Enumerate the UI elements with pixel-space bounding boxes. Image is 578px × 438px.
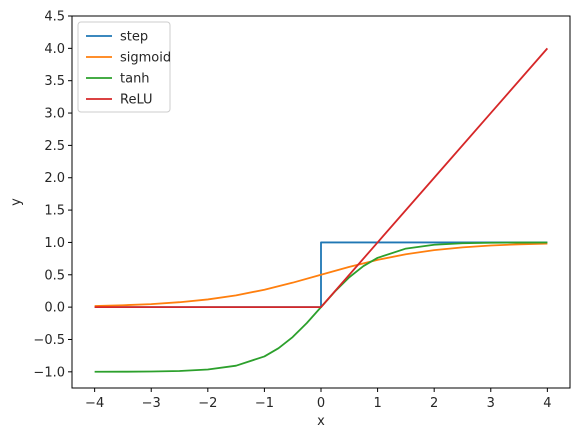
y-tick-label: 1.0 — [44, 236, 65, 251]
x-tick-label: −1 — [255, 396, 274, 411]
y-tick-label: 2.0 — [44, 171, 65, 186]
legend-label-step: step — [120, 30, 148, 45]
series-line-sigmoid — [94, 242, 548, 307]
x-tick-label: 2 — [430, 396, 438, 411]
y-tick-label: −1.0 — [33, 365, 65, 380]
x-axis-ticks: −4 −3 −2 −1 0 1 2 3 4 — [85, 388, 552, 411]
series-lines — [94, 47, 549, 373]
x-tick-label: 3 — [487, 396, 495, 411]
x-tick-label: 4 — [543, 396, 551, 411]
legend-box — [77, 21, 171, 113]
y-tick-label: 4.0 — [44, 42, 65, 57]
legend-label-tanh: tanh — [120, 72, 150, 87]
legend-label-relu: ReLU — [120, 93, 153, 108]
legend-label-sigmoid: sigmoid — [120, 51, 171, 66]
y-tick-label: 3.0 — [44, 107, 65, 122]
y-tick-label: 0.0 — [44, 301, 65, 316]
x-tick-label: 0 — [317, 396, 325, 411]
y-tick-label: 4.5 — [44, 10, 65, 25]
y-tick-label: 2.5 — [44, 139, 65, 154]
x-tick-label: −3 — [142, 396, 161, 411]
y-tick-label: 3.5 — [44, 74, 65, 89]
y-tick-label: 0.5 — [44, 268, 65, 283]
x-tick-label: −2 — [198, 396, 217, 411]
y-tick-label: −0.5 — [33, 333, 65, 348]
y-tick-label: 1.5 — [44, 204, 65, 219]
x-tick-label: −4 — [85, 396, 104, 411]
legend: step sigmoid tanh ReLU — [77, 21, 171, 113]
x-axis-label: x — [317, 414, 325, 429]
x-tick-label: 1 — [373, 396, 381, 411]
y-axis-ticks: −1.0 −0.5 0.0 0.5 1.0 1.5 2.0 2.5 3.0 3.5 4.0 4.5 — [33, 10, 72, 380]
y-axis-label: y — [9, 198, 24, 206]
series-line-relu — [94, 47, 549, 309]
